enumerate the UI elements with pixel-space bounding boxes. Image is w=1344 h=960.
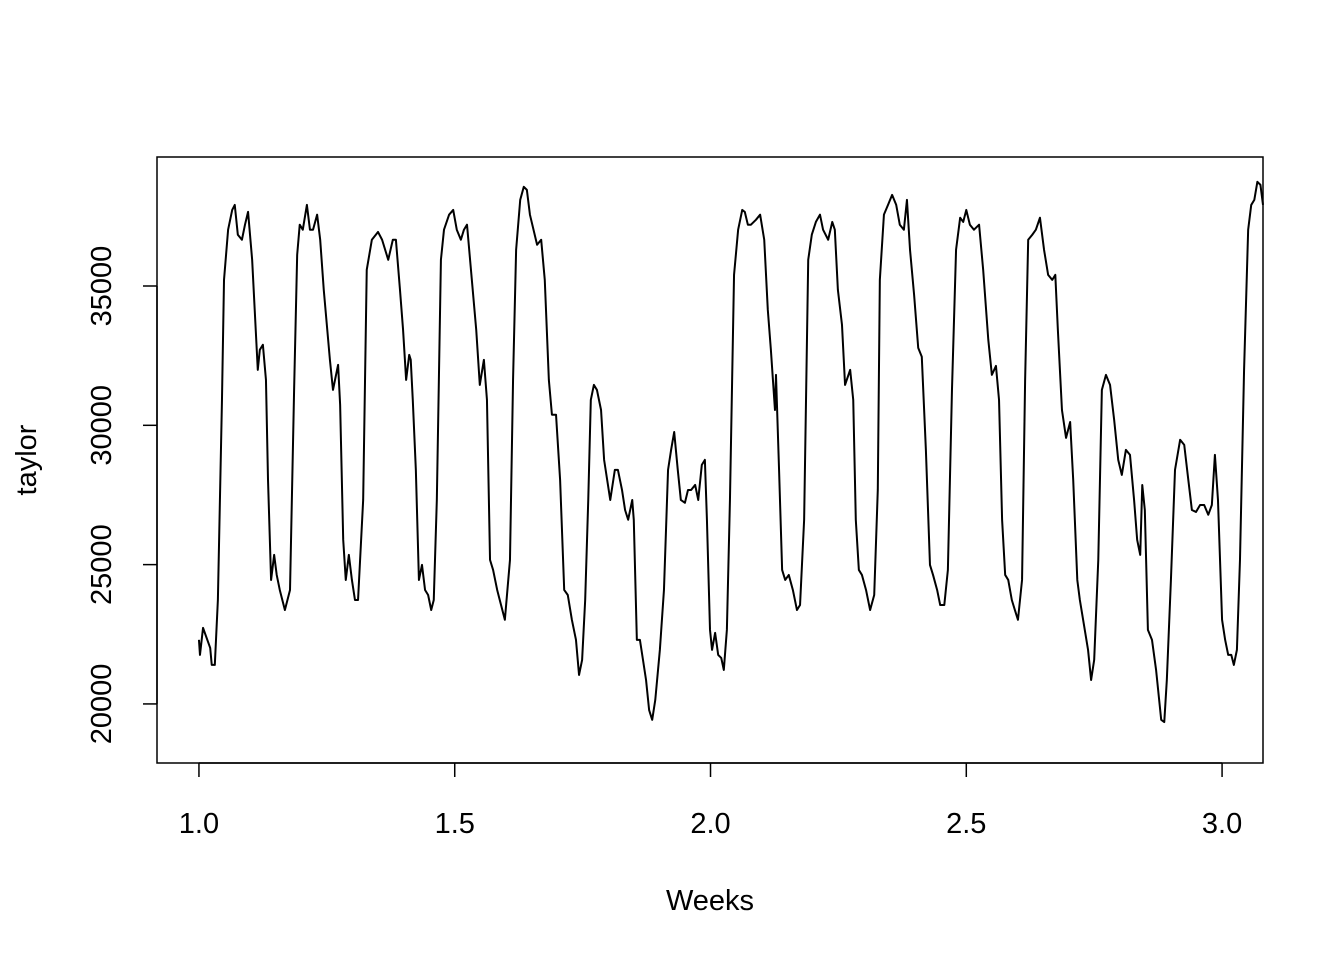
data-line: [197, 180, 1264, 724]
y-tick-label: 25000: [86, 524, 118, 605]
x-axis-title: Weeks: [666, 885, 754, 917]
plot-frame: [156, 156, 1264, 764]
x-tick-label: 2.0: [690, 808, 730, 840]
x-tick-label: 1.0: [179, 808, 219, 840]
y-axis-title: taylor: [11, 424, 43, 495]
y-tick-label: 35000: [86, 246, 118, 327]
x-tick-label: 3.0: [1202, 808, 1242, 840]
y-tick-label: 30000: [86, 385, 118, 466]
x-tick-label: 2.5: [946, 808, 986, 840]
y-tick-label: 20000: [86, 664, 118, 745]
x-tick-label: 1.5: [435, 808, 475, 840]
